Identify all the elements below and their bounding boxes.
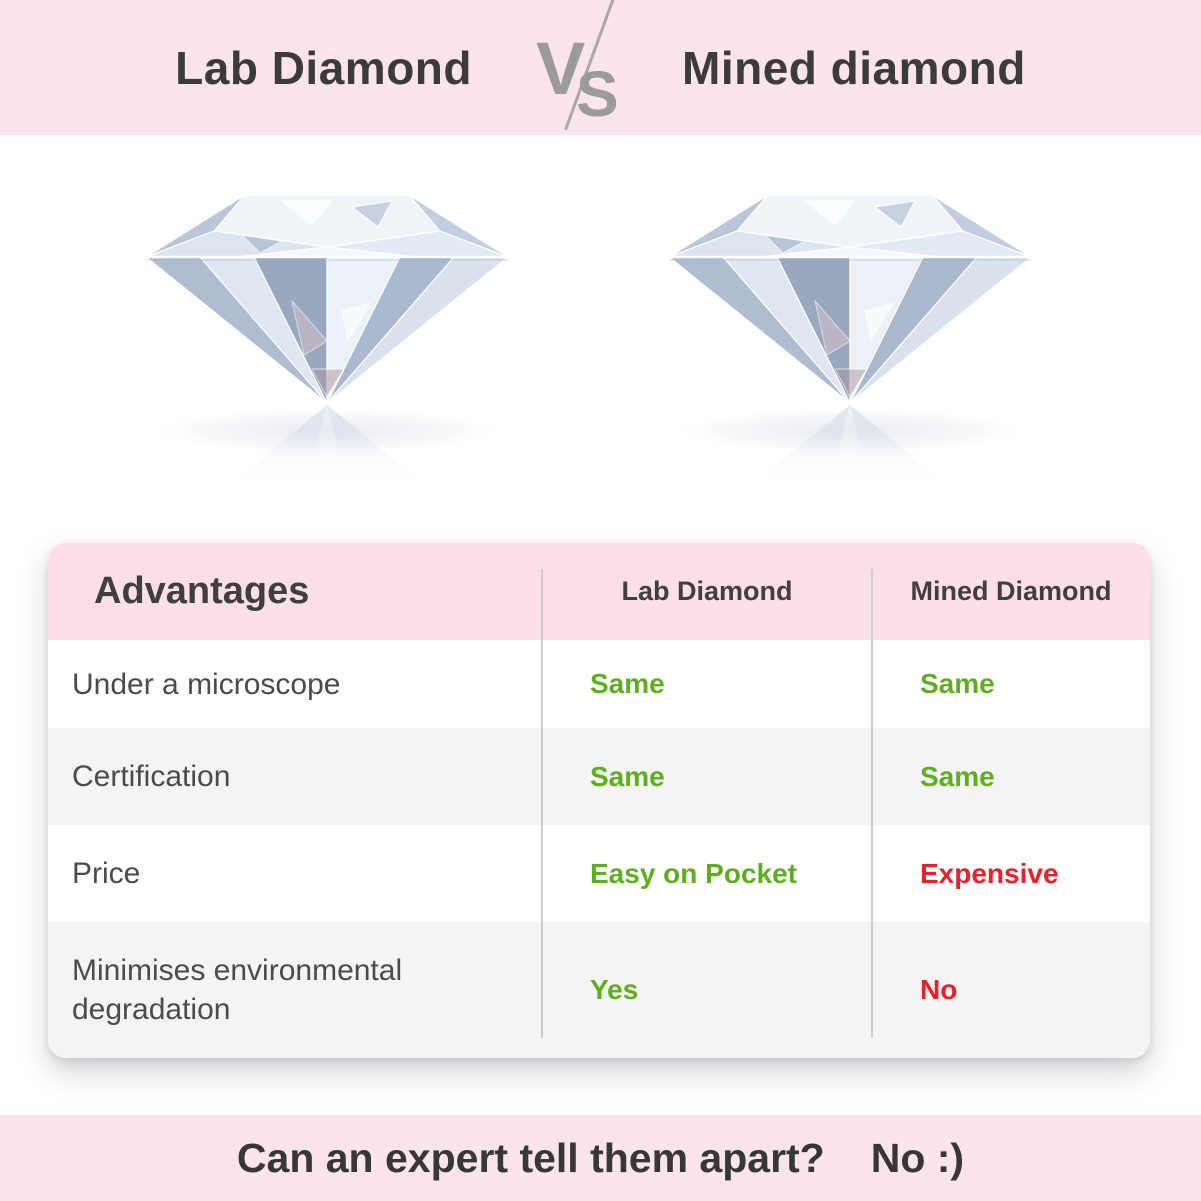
- footer-question: Can an expert tell them apart?: [236, 1134, 825, 1181]
- row-lab-value: Yes: [590, 974, 639, 1005]
- table-row: Under a microscope Same Same: [48, 640, 1150, 728]
- row-label: Certification: [72, 760, 231, 793]
- column-divider: [871, 569, 873, 1038]
- table-row: Minimises environmental degradation Yes …: [48, 922, 1150, 1058]
- diamonds-row: [0, 191, 1201, 491]
- row-lab-value: Same: [590, 760, 665, 792]
- header-mined-diamond: Mined Diamond: [910, 576, 1112, 606]
- vs-letter-s: S: [576, 57, 619, 130]
- top-banner: Lab Diamond V S Mined diamond: [0, 0, 1201, 135]
- row-mined-value: Same: [920, 668, 995, 699]
- title-lab-diamond: Lab Diamond: [175, 41, 472, 94]
- row-lab-value: Easy on Pocket: [590, 857, 797, 889]
- footer-answer: No :): [870, 1134, 965, 1181]
- row-label: Under a microscope: [72, 667, 341, 701]
- table-row: Price Easy on Pocket Expensive: [48, 825, 1150, 922]
- vs-icon: V S: [536, 0, 619, 130]
- lab-diamond-photo: [144, 194, 510, 491]
- row-lab-value: Same: [590, 668, 665, 699]
- row-mined-value: No: [920, 974, 958, 1005]
- title-mined-diamond: Mined diamond: [682, 41, 1026, 94]
- vs-letter-v: V: [536, 26, 586, 110]
- row-label: Price: [72, 857, 141, 890]
- header-lab-diamond: Lab Diamond: [621, 576, 793, 606]
- comparison-table: Advantages Lab Diamond Mined Diamond Und…: [48, 543, 1150, 1058]
- row-mined-value: Expensive: [920, 857, 1059, 889]
- table-row: Certification Same Same: [48, 728, 1150, 825]
- header-advantages: Advantages: [94, 569, 310, 612]
- table-header-row: Advantages Lab Diamond Mined Diamond: [48, 543, 1150, 640]
- mined-diamond-photo: [667, 194, 1033, 491]
- column-divider: [541, 569, 543, 1038]
- bottom-banner: Can an expert tell them apart? No :): [0, 1115, 1201, 1201]
- row-mined-value: Same: [920, 760, 995, 792]
- row-label: Minimises environmental degradation: [72, 954, 403, 1026]
